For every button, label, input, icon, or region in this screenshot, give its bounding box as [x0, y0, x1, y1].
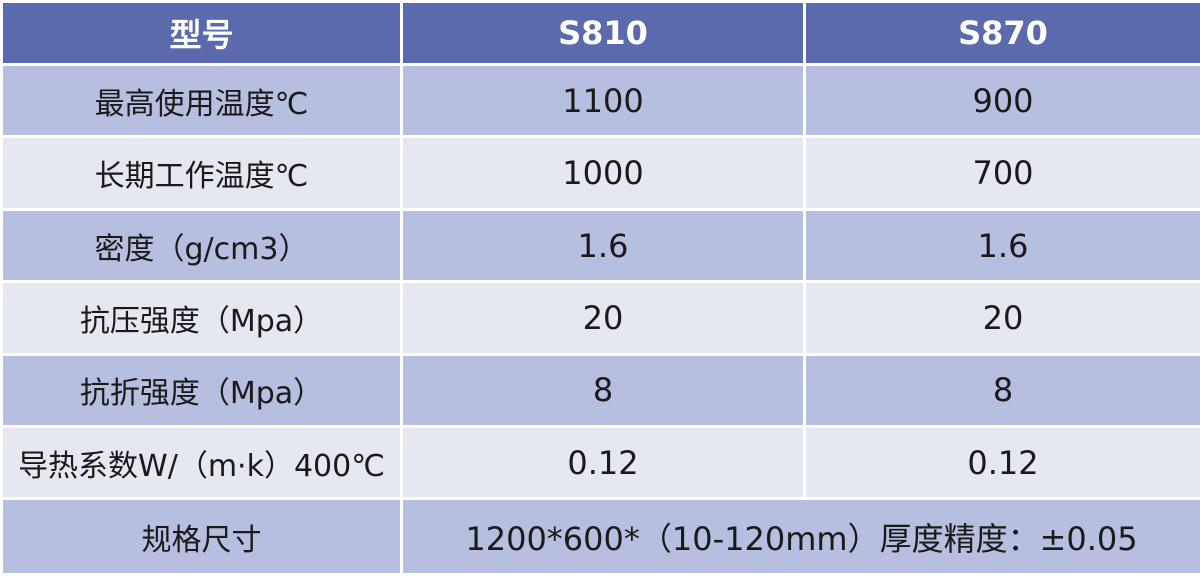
cell: 900: [803, 62, 1200, 139]
table-row: 抗压强度（Mpa） 20 20: [0, 280, 1200, 356]
row-label: 最高使用温度℃: [0, 62, 403, 139]
cell: 0.12: [803, 425, 1200, 501]
row-label: 抗压强度（Mpa）: [0, 280, 403, 356]
cell: 700: [803, 135, 1200, 211]
table-row: 规格尺寸 1200*600*（10-120mm）厚度精度：±0.05: [0, 497, 1200, 576]
cell: 1.6: [803, 207, 1200, 284]
cell: 8: [803, 352, 1200, 429]
table-row: 长期工作温度℃ 1000 700: [0, 135, 1200, 211]
table-row: 抗折强度（Mpa） 8 8: [0, 352, 1200, 429]
cell: 1200*600*（10-120mm）厚度精度：±0.05: [400, 497, 1200, 576]
cell: 8: [400, 352, 806, 429]
row-label: 抗折强度（Mpa）: [0, 352, 403, 429]
table-row: 最高使用温度℃ 1100 900: [0, 62, 1200, 139]
header-row: 型号 S810 S870: [0, 0, 1200, 66]
cell: 1.6: [400, 207, 806, 284]
table-row: 导热系数W/（m·k）400℃ 0.12 0.12: [0, 425, 1200, 501]
header-cell: 型号: [0, 0, 403, 66]
cell: 20: [803, 280, 1200, 356]
row-label: 长期工作温度℃: [0, 135, 403, 211]
row-label: 规格尺寸: [0, 497, 403, 576]
row-label: 密度（g/cm3）: [0, 207, 403, 284]
cell: 20: [400, 280, 806, 356]
cell: 1100: [400, 62, 806, 139]
cell: 1000: [400, 135, 806, 211]
cell: 0.12: [400, 425, 806, 501]
header-cell: S810: [400, 0, 806, 66]
table-row: 密度（g/cm3） 1.6 1.6: [0, 207, 1200, 284]
row-label: 导热系数W/（m·k）400℃: [0, 425, 403, 501]
header-cell: S870: [803, 0, 1200, 66]
